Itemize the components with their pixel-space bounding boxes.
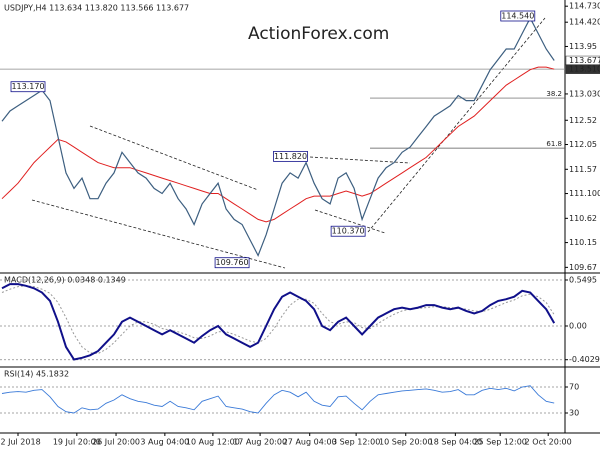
rsi-title: RSI(14) 45.1832 (4, 370, 69, 379)
moving-average (1, 66, 555, 223)
x-tick-label: 3 Sep 12:00 (332, 438, 380, 447)
y-tick-label: 114.420 (569, 18, 600, 27)
x-tick-label: 19 Jul 20:00 (53, 438, 101, 447)
y-tick-label: 110.15 (569, 238, 597, 247)
trend-lines (31, 17, 546, 269)
fib-label: 38.2 (546, 90, 562, 98)
price-marker (565, 64, 600, 74)
x-tick-label: 12 Jul 2018 (0, 438, 41, 447)
y-tick-label: 114.730 (569, 2, 600, 11)
annotation-box (273, 150, 308, 162)
annotation-label: 109.760 (216, 258, 249, 267)
annotation-box (330, 225, 366, 237)
chart-title: USDJPY,H4 113.634 113.820 113.566 113.67… (4, 4, 189, 13)
x-tick-label: 26 Jul 20:00 (92, 438, 140, 447)
x-tick-label: 3 Aug 04:00 (140, 438, 189, 447)
price-line (1, 16, 555, 257)
y-tick-label: -0.4029 (569, 355, 600, 364)
x-tick-label: 27 Aug 04:00 (283, 438, 337, 447)
annotation-label: 114.540 (501, 12, 534, 21)
x-tick-label: 10 Sep 20:00 (379, 438, 432, 447)
price-marker-label: 113.510 (569, 65, 600, 74)
trend-line (314, 209, 386, 234)
x-tick-label: 10 Aug 12:00 (186, 438, 240, 447)
x-tick-label: 18 Sep 04:00 (429, 438, 482, 447)
y-tick-label: 111.100 (569, 189, 600, 198)
y-tick-label: 70 (569, 383, 579, 392)
y-tick-label: 113.95 (569, 42, 597, 51)
y-tick-label: 109.67 (569, 263, 597, 272)
trend-line (367, 17, 546, 233)
frame (0, 0, 600, 434)
price-marker-label: 113.677 (569, 56, 600, 65)
y-tick-label: 113.030 (569, 89, 600, 98)
x-tick-label: 2 Oct 20:00 (525, 438, 572, 447)
annotation-box (10, 81, 46, 93)
rsi-line (1, 385, 555, 414)
annotation-label: 111.820 (274, 152, 307, 161)
y-tick-label: 0.00 (569, 321, 587, 330)
y-tick-label: 30 (569, 409, 579, 418)
trend-line (31, 199, 286, 269)
x-tick-label: 17 Aug 20:00 (233, 438, 287, 447)
y-tick-label: 112.05 (569, 140, 597, 149)
annotation-label: 110.370 (332, 227, 365, 236)
y-tick-label: 111.57 (569, 165, 597, 174)
y-tick-label: 110.62 (569, 214, 597, 223)
annotation-label: 113.170 (11, 82, 44, 91)
y-tick-label: 0.5495 (569, 275, 597, 284)
annotation-box (500, 10, 536, 22)
watermark: ActionForex.com (248, 24, 389, 44)
annotation-box (214, 257, 250, 269)
trend-line (309, 156, 411, 164)
x-tick-label: 25 Sep 12:00 (473, 438, 526, 447)
macd-main (1, 283, 556, 361)
fib-label: 61.8 (546, 140, 562, 148)
y-tick-label: 112.52 (569, 116, 597, 125)
